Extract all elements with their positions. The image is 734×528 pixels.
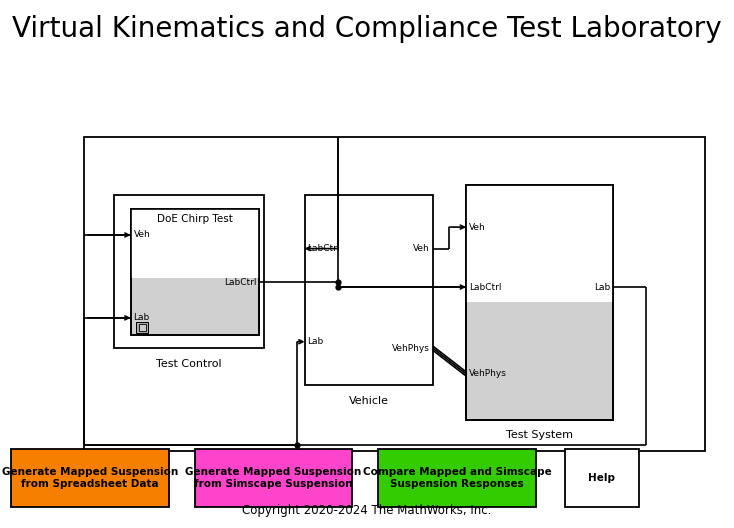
Text: Generate Mapped Suspension
from Spreadsheet Data: Generate Mapped Suspension from Spreadsh… [1, 467, 178, 488]
Bar [131, 209, 259, 335]
Bar [136, 322, 148, 333]
Text: Vehicle: Vehicle [349, 396, 389, 406]
Bar [131, 209, 259, 278]
Text: Lab: Lab [594, 282, 610, 291]
Text: Test Control: Test Control [156, 359, 222, 369]
Bar [305, 195, 433, 385]
Text: Copyright 2020-2024 The MathWorks, Inc.: Copyright 2020-2024 The MathWorks, Inc. [242, 504, 492, 517]
Text: Lab: Lab [308, 337, 324, 346]
Bar [139, 324, 146, 331]
Bar [131, 209, 259, 335]
Bar [466, 185, 613, 302]
Text: Veh: Veh [134, 230, 150, 240]
Text: LabCtrl: LabCtrl [469, 282, 501, 291]
Text: VehPhys: VehPhys [392, 344, 430, 353]
Text: Compare Mapped and Simscape
Suspension Responses: Compare Mapped and Simscape Suspension R… [363, 467, 551, 488]
Bar [114, 195, 264, 348]
Text: Generate Mapped Suspension
from Simscape Suspension: Generate Mapped Suspension from Simscape… [185, 467, 362, 488]
Bar [378, 449, 536, 507]
Bar [466, 185, 613, 420]
Text: LabCtrl: LabCtrl [225, 278, 257, 287]
Text: Test System: Test System [506, 430, 573, 440]
Bar [84, 137, 705, 451]
Bar [466, 185, 613, 420]
Text: Lab: Lab [134, 313, 150, 323]
Text: Veh: Veh [413, 244, 430, 253]
Bar [565, 449, 639, 507]
Text: Help: Help [589, 473, 615, 483]
Text: Virtual Kinematics and Compliance Test Laboratory: Virtual Kinematics and Compliance Test L… [12, 15, 722, 43]
Bar [11, 449, 169, 507]
Text: Veh: Veh [469, 223, 486, 232]
Text: DoE Chirp Test: DoE Chirp Test [157, 214, 233, 224]
Text: VehPhys: VehPhys [469, 370, 507, 379]
Text: LabCtrl: LabCtrl [308, 244, 340, 253]
Bar [195, 449, 352, 507]
